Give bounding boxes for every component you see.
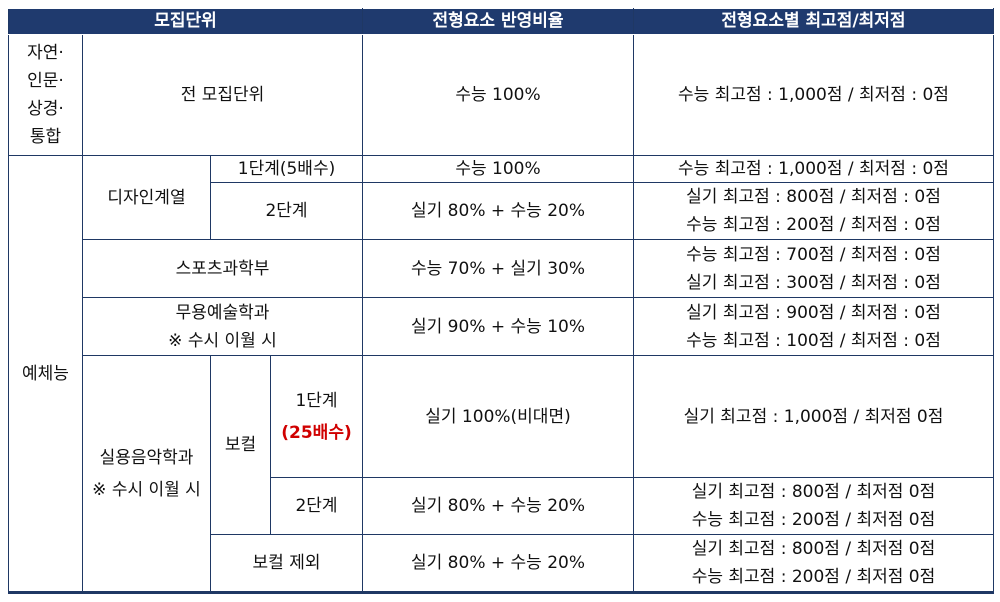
score-cell: 수능 최고점 : 1,000점 / 최저점 : 0점 [633, 155, 994, 183]
ratio-cell: 수능 100% [362, 34, 634, 156]
line: 1단계 [295, 390, 338, 411]
row: 자연· 인문· 상경· 통합 전 모집단위 수능 100% 수능 최고점 : 1,00… [8, 34, 994, 156]
line: 상경· [27, 99, 64, 119]
row: 스포츠과학부 수능 70% + 실기 30% 수능 최고점 : 700점 / 최… [9, 239, 994, 298]
line: 실용음악학과 [99, 447, 194, 468]
unit-cell: 스포츠과학부 [82, 239, 363, 298]
line: 수능 최고점 : 200점 / 최저점 0점 [691, 567, 936, 587]
unit-cell: 디자인계열 [82, 155, 211, 240]
ratio-cell: 수능 100% [362, 155, 634, 183]
group-cell: 자연· 인문· 상경· 통합 [8, 34, 83, 156]
admission-table: 모집단위 전형요소 반영비율 전형요소별 최고점/최저점 자연· 인문· 상경· 통합… [8, 8, 994, 594]
header-cell: 모집단위 [8, 8, 363, 35]
score-cell: 수능 최고점 : 1,000점 / 최저점 : 0점 [633, 34, 994, 156]
ratio-cell: 수능 70% + 실기 30% [362, 239, 634, 298]
line: 수능 최고점 : 1,000점 / 최저점 : 0점 [678, 85, 949, 105]
row: 2단계 실기 80% + 수능 20% 실기 최고점 : 800점 / 최저점 … [9, 477, 994, 535]
row: 2단계 실기 80% + 수능 20% 실기 최고점 : 800점 / 최저점 … [9, 182, 994, 240]
line: ※ 수시 이월 시 [92, 479, 201, 500]
ratio-cell: 실기 90% + 수능 10% [362, 297, 634, 356]
line: 수능 최고점 : 100점 / 최저점 : 0점 [686, 330, 941, 351]
line: 실기 최고점 : 1,000점 / 최저점 0점 [683, 406, 944, 427]
ratio-cell: 실기 80% + 수능 20% [362, 534, 634, 593]
score-cell: 실기 최고점 : 1,000점 / 최저점 0점 [633, 355, 994, 478]
stage-cell: 1단계(5배수) [210, 155, 363, 183]
line: 실기 최고점 : 800점 / 최저점 0점 [691, 539, 936, 559]
line: 수능 최고점 : 200점 / 최저점 0점 [691, 510, 936, 530]
line: 실기 최고점 : 900점 / 최저점 : 0점 [686, 302, 941, 323]
unit-cell: 보컬 제외 [210, 534, 363, 593]
note: (25배수) [281, 422, 352, 443]
line: 무용예술학과 [175, 302, 270, 323]
row: 보컬 제외 실기 80% + 수능 20% 실기 최고점 : 800점 / 최저… [9, 534, 994, 593]
unit-cell: 전 모집단위 [82, 34, 363, 156]
unit-cell: 무용예술학과 ※ 수시 이월 시 [82, 297, 363, 356]
stage-cell: 1단계 (25배수) [270, 355, 363, 478]
row: 무용예술학과 ※ 수시 이월 시 실기 90% + 수능 10% 실기 최고점 :… [9, 297, 994, 356]
row: 실용음악학과 ※ 수시 이월 시 보컬 1단계 (25배수) 실기 100%(비대면… [9, 355, 994, 593]
ratio-cell: 실기 80% + 수능 20% [362, 182, 634, 240]
header-row: 모집단위 전형요소 반영비율 전형요소별 최고점/최저점 [8, 8, 994, 35]
line: 수능 최고점 : 200점 / 최저점 : 0점 [686, 215, 941, 235]
line: 실기 최고점 : 800점 / 최저점 : 0점 [686, 187, 941, 207]
line: 실기 최고점 : 300점 / 최저점 : 0점 [686, 272, 941, 293]
header-cell: 전형요소별 최고점/최저점 [633, 8, 994, 35]
ratio-cell: 실기 80% + 수능 20% [362, 477, 634, 535]
line: 수능 최고점 : 700점 / 최저점 : 0점 [686, 244, 941, 265]
group-cell: 예체능 [8, 155, 83, 593]
line: 실기 최고점 : 800점 / 최저점 0점 [691, 482, 936, 502]
unit-cell: 실용음악학과 ※ 수시 이월 시 [82, 355, 211, 593]
header-cell: 전형요소 반영비율 [362, 8, 634, 35]
line: 자연· [27, 43, 64, 63]
line: 통합 [29, 127, 62, 147]
unit-cell: 보컬 [210, 355, 271, 535]
row: 예체능 디자인계열 1단계(5배수) 수능 100% 수능 최고점 : 1,00… [8, 155, 994, 593]
stage-cell: 2단계 [210, 182, 363, 240]
stage-cell: 2단계 [270, 477, 363, 535]
line: ※ 수시 이월 시 [168, 330, 277, 351]
ratio-cell: 실기 100%(비대면) [362, 355, 634, 478]
line: 인문· [27, 71, 64, 91]
line: 수능 최고점 : 1,000점 / 최저점 : 0점 [678, 159, 949, 179]
